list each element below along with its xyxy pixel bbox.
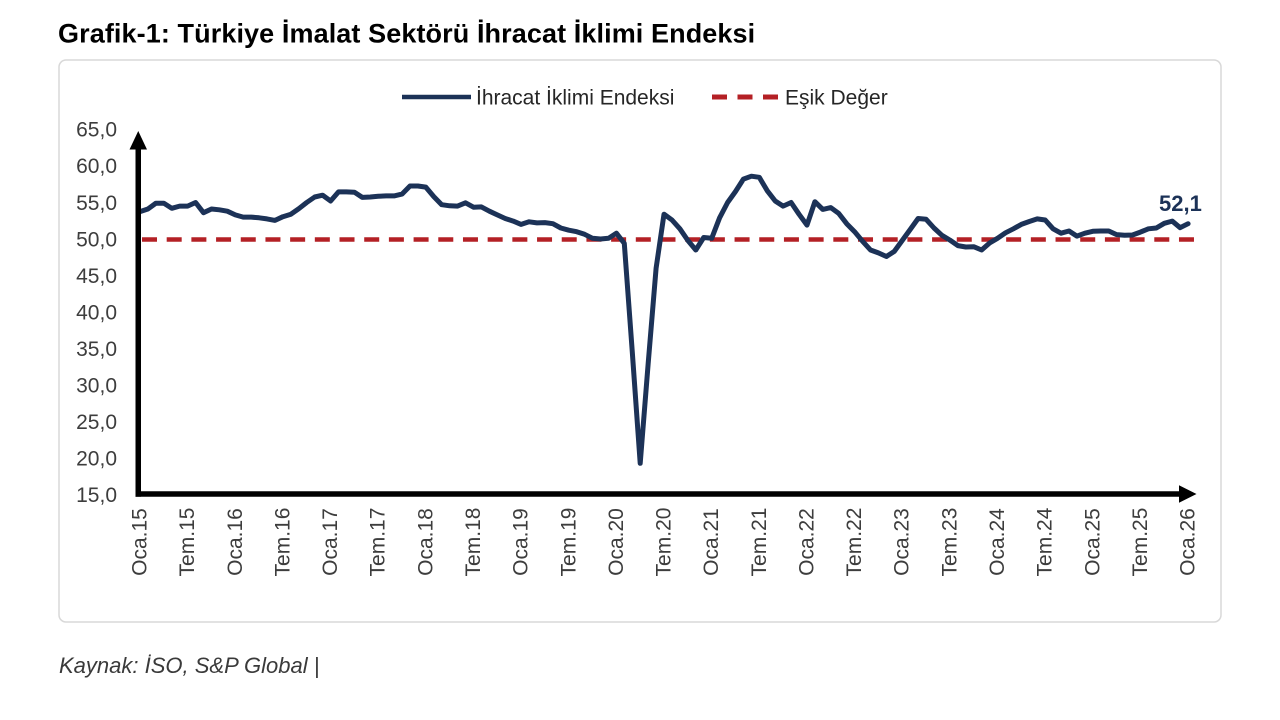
svg-text:Grafik-1: Türkiye İmalat Sektö: Grafik-1: Türkiye İmalat Sektörü İhracat… <box>58 19 755 49</box>
svg-text:Tem.25: Tem.25 <box>1129 508 1152 577</box>
svg-text:40,0: 40,0 <box>76 301 117 324</box>
svg-text:65,0: 65,0 <box>76 119 117 142</box>
svg-text:İhracat İklimi Endeksi: İhracat İklimi Endeksi <box>476 87 674 110</box>
svg-text:Oca.23: Oca.23 <box>891 508 914 576</box>
svg-text:Eşik Değer: Eşik Değer <box>785 87 888 110</box>
svg-text:Oca.24: Oca.24 <box>986 508 1009 576</box>
svg-text:60,0: 60,0 <box>76 155 117 178</box>
svg-text:35,0: 35,0 <box>76 338 117 361</box>
svg-text:Tem.19: Tem.19 <box>557 508 580 577</box>
svg-text:52,1: 52,1 <box>1159 191 1202 216</box>
svg-text:20,0: 20,0 <box>76 448 117 471</box>
svg-text:Tem.21: Tem.21 <box>748 508 771 577</box>
svg-text:Oca.19: Oca.19 <box>510 508 533 576</box>
svg-text:Tem.24: Tem.24 <box>1034 507 1057 576</box>
svg-text:15,0: 15,0 <box>76 484 117 507</box>
svg-text:Tem.20: Tem.20 <box>653 508 676 577</box>
svg-text:Tem.23: Tem.23 <box>938 508 961 577</box>
svg-text:Tem.17: Tem.17 <box>367 508 390 577</box>
svg-text:Oca.25: Oca.25 <box>1081 508 1104 576</box>
svg-text:45,0: 45,0 <box>76 265 117 288</box>
svg-text:Oca.22: Oca.22 <box>796 508 819 576</box>
svg-text:Oca.21: Oca.21 <box>700 508 723 576</box>
svg-text:Tem.22: Tem.22 <box>843 508 866 577</box>
svg-text:Kaynak: İSO, S&P Global |: Kaynak: İSO, S&P Global | <box>59 653 319 678</box>
svg-text:Tem.16: Tem.16 <box>271 508 294 577</box>
svg-text:Tem.15: Tem.15 <box>176 508 199 577</box>
svg-text:Oca.18: Oca.18 <box>414 508 437 576</box>
svg-text:Oca.16: Oca.16 <box>224 508 247 576</box>
svg-text:30,0: 30,0 <box>76 374 117 397</box>
svg-text:25,0: 25,0 <box>76 411 117 434</box>
svg-text:50,0: 50,0 <box>76 228 117 251</box>
svg-text:Oca.15: Oca.15 <box>129 508 152 576</box>
svg-text:Oca.20: Oca.20 <box>605 508 628 576</box>
svg-text:55,0: 55,0 <box>76 192 117 215</box>
svg-text:Tem.18: Tem.18 <box>462 508 485 577</box>
svg-text:Oca.17: Oca.17 <box>319 508 342 576</box>
svg-text:Oca.26: Oca.26 <box>1177 508 1200 576</box>
